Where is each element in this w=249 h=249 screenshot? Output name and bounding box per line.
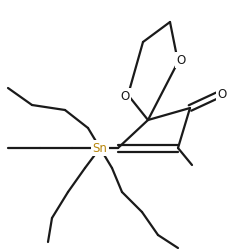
Text: Sn: Sn bbox=[93, 141, 107, 154]
Text: O: O bbox=[120, 89, 130, 103]
Text: O: O bbox=[217, 87, 227, 101]
Text: O: O bbox=[176, 54, 186, 66]
